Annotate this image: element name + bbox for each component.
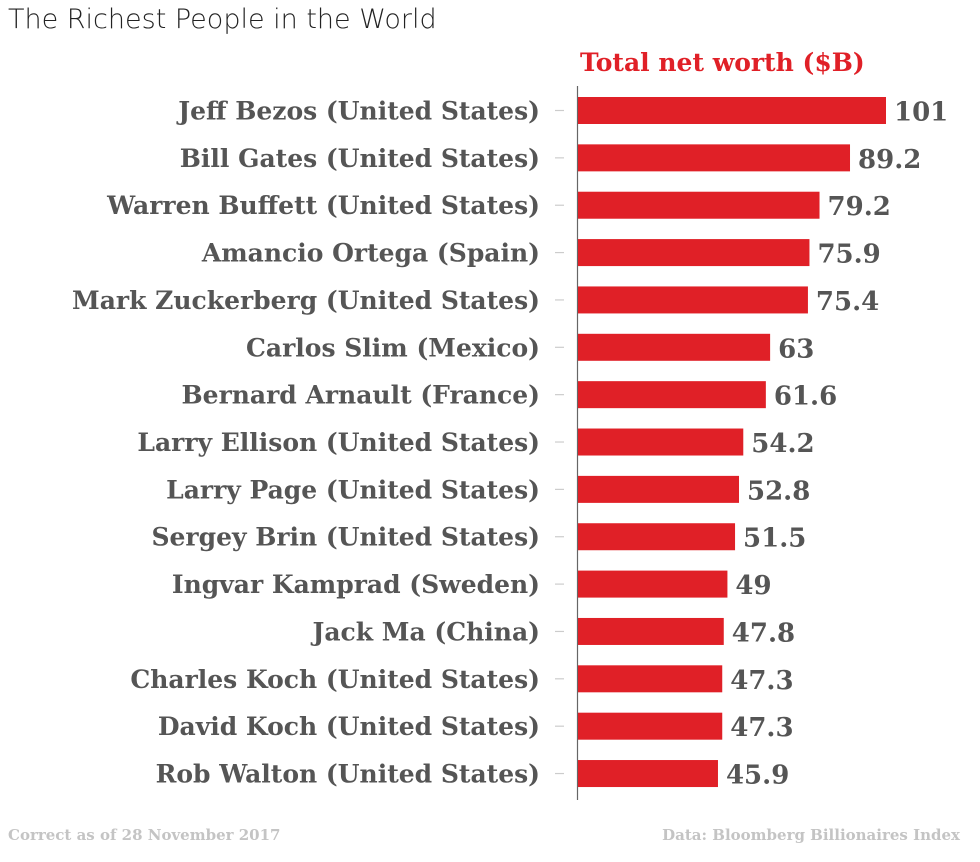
category-label: Larry Ellison (United States) [137, 428, 540, 457]
value-label: 47.8 [732, 618, 795, 648]
bar [578, 712, 723, 740]
value-label: 75.4 [816, 287, 879, 317]
category-label: Larry Page (United States) [166, 475, 540, 504]
category-label: Rob Walton (United States) [156, 760, 540, 789]
category-label: David Koch (United States) [158, 712, 540, 741]
category-label: Warren Buffett (United States) [106, 191, 540, 220]
value-label: 89.2 [858, 145, 921, 175]
value-label: 47.3 [730, 666, 793, 696]
bar [578, 617, 724, 645]
value-label: 79.2 [828, 192, 891, 222]
category-label: Amancio Ortega (Spain) [201, 239, 540, 268]
value-label: 63 [778, 334, 814, 364]
footnote-date: Correct as of 28 November 2017 [8, 826, 281, 844]
value-header: Total net worth ($B) [580, 48, 865, 77]
bar [578, 239, 810, 267]
value-label: 61.6 [774, 382, 837, 412]
category-label: Charles Koch (United States) [130, 665, 540, 694]
value-label: 75.9 [817, 240, 880, 270]
bar [578, 286, 808, 314]
category-label: Mark Zuckerberg (United States) [72, 286, 540, 315]
category-label: Jeff Bezos (United States) [176, 97, 540, 126]
bar [578, 144, 851, 172]
value-label: 52.8 [747, 476, 810, 506]
value-label: 47.3 [730, 713, 793, 743]
category-label: Bernard Arnault (France) [182, 381, 540, 410]
bar [578, 97, 886, 124]
bar [578, 475, 740, 503]
value-label: 54.2 [751, 429, 814, 459]
bar [578, 381, 766, 409]
footnote-source: Data: Bloomberg Billionaires Index [662, 826, 961, 844]
category-label: Bill Gates (United States) [180, 144, 540, 173]
category-label: Jack Ma (China) [311, 617, 540, 646]
bar [578, 760, 718, 788]
value-label: 51.5 [743, 524, 806, 554]
bar [578, 428, 744, 456]
bar [578, 665, 723, 693]
bar [578, 523, 736, 551]
bar [578, 191, 820, 219]
chart-title: The Richest People in the World [8, 4, 437, 35]
category-label: Sergey Brin (United States) [151, 523, 540, 552]
category-label: Ingvar Kamprad (Sweden) [172, 570, 540, 599]
bar [578, 570, 728, 598]
bar [578, 333, 771, 361]
value-label: 49 [735, 571, 771, 601]
category-label: Carlos Slim (Mexico) [246, 333, 540, 362]
value-label: 45.9 [726, 761, 789, 791]
value-label: 101 [894, 98, 948, 128]
